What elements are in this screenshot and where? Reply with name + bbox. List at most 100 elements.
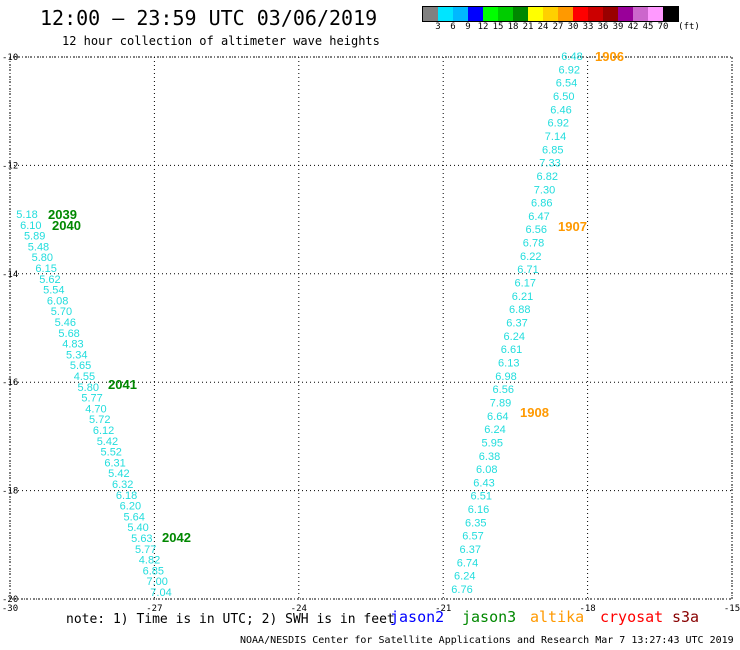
wave-height-label: 6.64	[487, 411, 508, 423]
pass-time-label: 1906	[595, 49, 624, 64]
pass-time-label: 2041	[108, 377, 137, 392]
lon-tick-label: -21	[435, 604, 451, 614]
wave-height-label: 6.32	[112, 479, 133, 491]
map-subtitle: 12 hour collection of altimeter wave hei…	[62, 34, 380, 48]
wave-height-label: 5.80	[32, 252, 53, 264]
wave-height-label: 4.83	[62, 339, 83, 351]
color-scale-tick: 36	[597, 22, 609, 32]
wave-height-label: 5.77	[135, 544, 156, 556]
wave-height-label: 6.24	[454, 571, 475, 583]
wave-height-label: 6.12	[93, 425, 114, 437]
wave-height-label: 5.52	[101, 447, 122, 459]
color-swatch	[498, 7, 513, 21]
wave-height-label: 7.30	[534, 184, 555, 196]
wave-height-label: 6.82	[537, 171, 558, 183]
color-scale-labels: 3 6 9 12 15 18 21 24 27 30 33 36 39 42 45 70 (ft)	[422, 22, 740, 34]
color-scale-tick: 9	[465, 22, 471, 32]
color-swatch	[438, 7, 453, 21]
wave-height-label: 5.42	[108, 468, 129, 480]
wave-height-label: 5.63	[131, 533, 152, 545]
wave-height-label: 4.82	[139, 555, 160, 567]
wave-height-label: 6.57	[462, 531, 483, 543]
color-scale-tick: 15	[492, 22, 504, 32]
wave-height-label: 6.16	[468, 504, 489, 516]
color-swatch	[558, 7, 573, 21]
color-scale-bar	[422, 6, 679, 22]
wave-height-label: 6.47	[528, 211, 549, 223]
wave-height-label: 6.56	[526, 224, 547, 236]
wave-height-label: 6.76	[451, 584, 472, 596]
color-scale-tick: 18	[507, 22, 519, 32]
wave-height-label: 6.20	[120, 501, 141, 513]
color-swatch	[663, 7, 678, 21]
footer-credit: NOAA/NESDIS Center for Satellite Applica…	[240, 635, 734, 646]
wave-height-label: 5.62	[39, 274, 60, 286]
wave-height-label: 6.86	[531, 198, 552, 210]
wave-height-label: 5.68	[58, 328, 79, 340]
wave-height-label: 5.72	[89, 414, 110, 426]
color-scale-tick: 30	[567, 22, 579, 32]
color-scale-tick: 70	[657, 22, 669, 32]
wave-height-label: 6.08	[476, 464, 497, 476]
color-swatch	[483, 7, 498, 21]
color-scale-tick: 39	[612, 22, 624, 32]
wave-height-label: 5.77	[81, 393, 102, 405]
wave-height-label: 6.92	[548, 118, 569, 130]
wave-height-label: 6.35	[465, 517, 486, 529]
wave-height-label: 5.65	[70, 360, 91, 372]
map-title: 12:00 — 23:59 UTC 03/06/2019	[40, 6, 378, 30]
wave-height-label: 6.24	[484, 424, 505, 436]
color-scale-tick: 27	[552, 22, 564, 32]
lon-tick-label: -24	[291, 604, 307, 614]
color-scale-tick: 33	[582, 22, 594, 32]
wave-height-label: 6.21	[512, 291, 533, 303]
wave-height-label: 6.10	[20, 220, 41, 232]
wave-height-label: 6.46	[550, 104, 571, 116]
color-scale-tick: 21	[522, 22, 534, 32]
wave-height-label: 6.24	[504, 331, 525, 343]
color-swatch	[453, 7, 468, 21]
satellite-cryosat-label: cryosat	[600, 608, 664, 626]
wave-height-label: 4.70	[85, 403, 106, 415]
color-swatch	[513, 7, 528, 21]
wave-height-label: 5.18	[16, 209, 37, 221]
wave-height-label: 6.92	[559, 64, 580, 76]
pass-time-label: 1908	[520, 405, 549, 420]
wave-height-label: 6.18	[116, 490, 137, 502]
wave-height-label: 6.51	[471, 491, 492, 503]
wave-height-label: 7.00	[146, 576, 167, 588]
color-scale-tick: 6	[450, 22, 456, 32]
wave-height-label: 6.13	[498, 357, 519, 369]
wave-height-label: 6.43	[473, 477, 494, 489]
color-swatch	[633, 7, 648, 21]
wave-height-label: 7.33	[539, 158, 560, 170]
color-scale-tick: 3	[435, 22, 441, 32]
color-scale-tick: 24	[537, 22, 549, 32]
lat-tick-label: -14	[2, 270, 18, 280]
lon-tick-label: -27	[146, 604, 162, 614]
color-swatch	[543, 7, 558, 21]
color-swatch	[423, 7, 438, 21]
wave-height-label: 7.14	[545, 131, 566, 143]
pass-time-label: 2039	[48, 207, 77, 222]
color-swatch	[648, 7, 663, 21]
wave-height-label: 6.56	[493, 384, 514, 396]
lon-tick-label: -15	[724, 604, 740, 614]
color-swatch	[588, 7, 603, 21]
wave-height-label: 5.89	[24, 231, 45, 243]
wave-height-label: 6.17	[515, 278, 536, 290]
units-note: note: 1) Time is in UTC; 2) SWH is in fe…	[66, 612, 395, 627]
wave-height-label: 6.85	[143, 565, 164, 577]
wave-height-label: 6.74	[457, 557, 478, 569]
color-scale-unit: (ft)	[678, 22, 700, 32]
pass-time-label: 2040	[52, 218, 81, 233]
wave-height-label: 6.15	[35, 263, 56, 275]
color-swatch	[573, 7, 588, 21]
wave-height-label: 6.38	[479, 451, 500, 463]
wave-height-label: 6.08	[47, 295, 68, 307]
color-swatch	[468, 7, 483, 21]
wave-height-label: 6.61	[501, 344, 522, 356]
lon-tick-label: -30	[2, 604, 18, 614]
wave-height-label: 7.04	[150, 587, 171, 599]
wave-height-label: 6.54	[556, 78, 577, 90]
